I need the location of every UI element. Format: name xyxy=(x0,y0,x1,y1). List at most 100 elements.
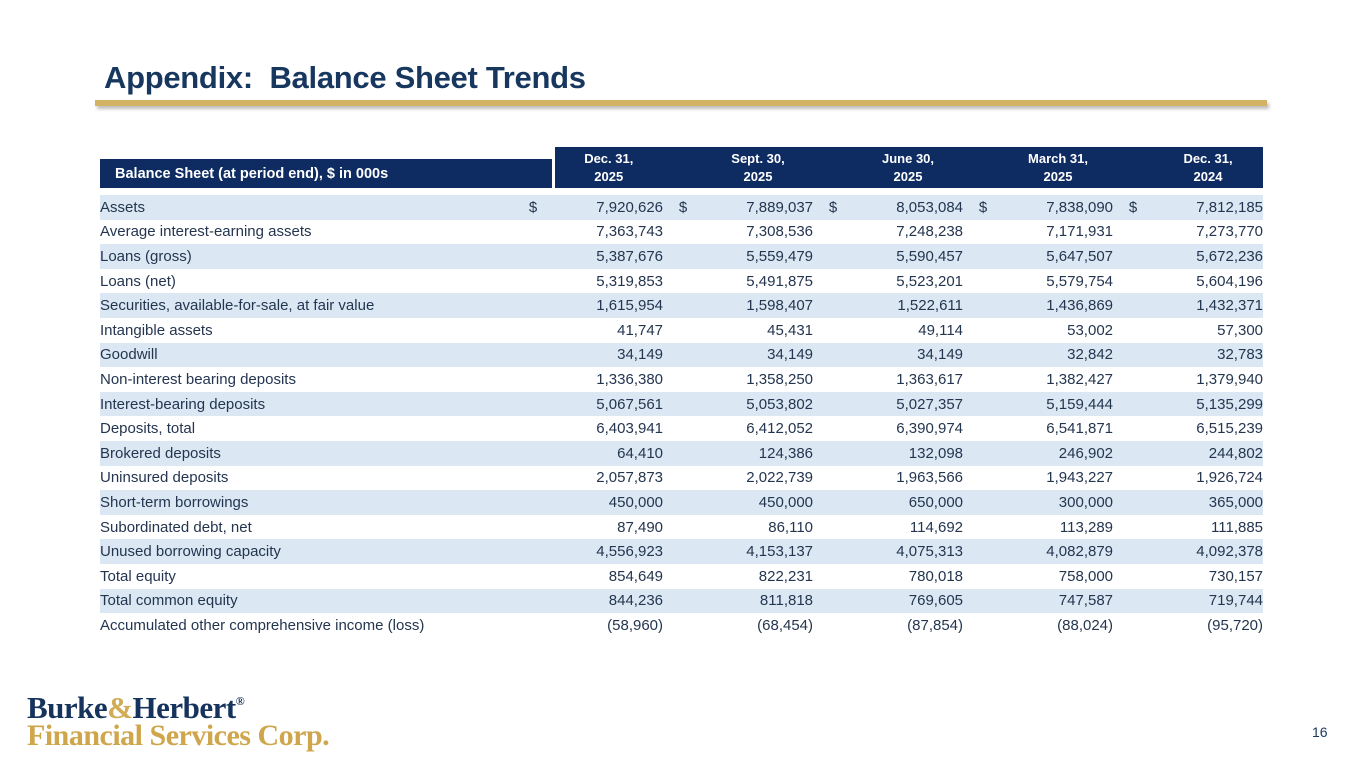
table-row: Total equity 854,649 822,231 780,018 758,000… xyxy=(100,563,1264,589)
cell-value: 45,431 xyxy=(703,317,814,343)
col-header-line: 2025 xyxy=(594,168,624,184)
currency-symbol xyxy=(813,219,854,245)
currency-symbol xyxy=(963,219,1004,245)
currency-symbol xyxy=(813,293,854,318)
row-label: Securities, available-for-sale, at fair … xyxy=(100,293,513,318)
table-header-row: Balance Sheet (at period end), $ in 000s… xyxy=(100,147,1264,195)
cell-value: 6,390,974 xyxy=(853,416,964,441)
currency-symbol xyxy=(813,613,854,638)
currency-symbol xyxy=(963,342,1004,368)
cell-value: 719,744 xyxy=(1153,588,1264,614)
row-label: Loans (gross) xyxy=(100,244,513,269)
currency-symbol xyxy=(663,268,704,294)
row-label: Brokered deposits xyxy=(100,440,513,466)
cell-value: 64,410 xyxy=(553,440,664,466)
col-header-line: 2025 xyxy=(1043,168,1073,184)
cell-value: 5,067,561 xyxy=(553,391,664,417)
col-header-line: Dec. 31, xyxy=(584,150,634,166)
cell-value: 7,838,090 xyxy=(1003,191,1114,220)
cell-value: 450,000 xyxy=(703,490,814,515)
row-label: Non-interest bearing deposits xyxy=(100,367,513,392)
logo-burke: Burke xyxy=(27,690,108,725)
currency-symbol xyxy=(1113,539,1154,564)
currency-symbol xyxy=(513,613,554,638)
table-row: Loans (net) 5,319,853 5,491,875 5,523,201 5,… xyxy=(100,268,1264,294)
currency-symbol xyxy=(513,563,554,589)
cell-value: 5,027,357 xyxy=(853,391,964,417)
cell-value: 7,812,185 xyxy=(1153,191,1264,220)
cell-value: 4,082,879 xyxy=(1003,539,1114,564)
currency-symbol xyxy=(963,268,1004,294)
currency-symbol xyxy=(1113,490,1154,515)
col-header-sept-30-2025: Sept. 30, 2025 xyxy=(703,147,814,195)
cell-value: 6,541,871 xyxy=(1003,416,1114,441)
company-logo: Burke&Herbert® Financial Services Corp. xyxy=(27,692,330,752)
currency-symbol xyxy=(1113,219,1154,245)
currency-symbol xyxy=(813,317,854,343)
cell-value: 2,057,873 xyxy=(553,465,664,491)
cell-value: 758,000 xyxy=(1003,563,1114,589)
col-header-june-30-2025: June 30, 2025 xyxy=(853,147,964,195)
cell-value: 5,647,507 xyxy=(1003,244,1114,269)
currency-symbol xyxy=(813,563,854,589)
currency-symbol xyxy=(963,588,1004,614)
cell-value: (87,854) xyxy=(853,613,964,638)
cell-value: 5,559,479 xyxy=(703,244,814,269)
currency-symbol xyxy=(513,539,554,564)
currency-symbol xyxy=(963,317,1004,343)
row-label: Goodwill xyxy=(100,342,513,368)
col-header-spacer xyxy=(963,147,1004,195)
col-header-line: 2025 xyxy=(743,168,773,184)
row-label: Deposits, total xyxy=(100,416,513,441)
table-row: Loans (gross) 5,387,676 5,559,479 5,590,457… xyxy=(100,244,1264,269)
row-label: Interest-bearing deposits xyxy=(100,391,513,417)
cell-value: 1,379,940 xyxy=(1153,367,1264,392)
currency-symbol xyxy=(663,219,704,245)
currency-symbol xyxy=(963,613,1004,638)
currency-symbol xyxy=(663,539,704,564)
cell-value: 1,943,227 xyxy=(1003,465,1114,491)
table-row: Brokered deposits 64,410 124,386 132,098 246… xyxy=(100,440,1264,466)
table-row: Total common equity 844,236 811,818 769,605… xyxy=(100,588,1264,614)
cell-value: 5,159,444 xyxy=(1003,391,1114,417)
currency-symbol xyxy=(663,367,704,392)
cell-value: 450,000 xyxy=(553,490,664,515)
col-header-line: June 30, xyxy=(882,150,935,166)
row-label: Intangible assets xyxy=(100,317,513,343)
table-row: Deposits, total 6,403,941 6,412,052 6,390,9… xyxy=(100,416,1264,441)
cell-value: 34,149 xyxy=(853,342,964,368)
cell-value: 1,963,566 xyxy=(853,465,964,491)
row-label: Loans (net) xyxy=(100,268,513,294)
cell-value: 113,289 xyxy=(1003,514,1114,540)
cell-value: 4,075,313 xyxy=(853,539,964,564)
cell-value: 2,022,739 xyxy=(703,465,814,491)
cell-value: 53,002 xyxy=(1003,317,1114,343)
currency-symbol: $ xyxy=(513,191,554,220)
currency-symbol xyxy=(1113,563,1154,589)
cell-value: 5,590,457 xyxy=(853,244,964,269)
table-row: Intangible assets 41,747 45,431 49,114 53,00… xyxy=(100,317,1264,343)
cell-value: 1,336,380 xyxy=(553,367,664,392)
cell-value: 7,273,770 xyxy=(1153,219,1264,245)
cell-value: 1,615,954 xyxy=(553,293,664,318)
title-divider xyxy=(95,100,1267,106)
cell-value: 7,889,037 xyxy=(703,191,814,220)
cell-value: 114,692 xyxy=(853,514,964,540)
cell-value: (95,720) xyxy=(1153,613,1264,638)
row-label: Total equity xyxy=(100,563,513,589)
registered-mark: ® xyxy=(235,694,245,708)
cell-value: 4,092,378 xyxy=(1153,539,1264,564)
currency-symbol xyxy=(1113,367,1154,392)
row-label: Total common equity xyxy=(100,588,513,614)
currency-symbol xyxy=(963,514,1004,540)
cell-value: 8,053,084 xyxy=(853,191,964,220)
table-title-header: Balance Sheet (at period end), $ in 000s xyxy=(100,147,555,195)
logo-subtitle: Financial Services Corp. xyxy=(27,719,330,752)
currency-symbol xyxy=(513,317,554,343)
currency-symbol xyxy=(1113,342,1154,368)
logo-brand-line: Burke&Herbert® xyxy=(27,692,329,723)
cell-value: 5,604,196 xyxy=(1153,268,1264,294)
cell-value: 822,231 xyxy=(703,563,814,589)
cell-value: 5,319,853 xyxy=(553,268,664,294)
